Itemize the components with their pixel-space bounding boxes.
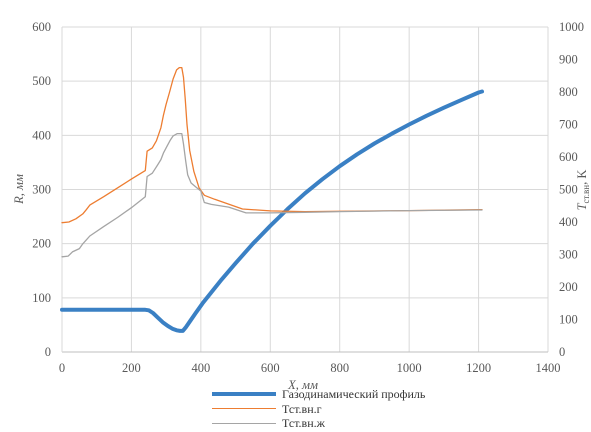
legend-label-profile: Газодинамический профиль (282, 387, 426, 401)
x-tick-label: 1200 (466, 361, 491, 375)
y2-tick-label: 400 (559, 215, 578, 229)
legend-swatch-profile (212, 392, 276, 397)
y-axis-label: R, мм (12, 174, 26, 205)
x-tick-label: 600 (261, 361, 280, 375)
x-tick-label: 400 (191, 361, 210, 375)
y2-tick-label: 200 (559, 280, 578, 294)
y2-tick-label: 600 (559, 150, 578, 164)
legend-item-tst-zh: Тст.вн.ж (212, 416, 572, 431)
y2-tick-label: 900 (559, 53, 578, 67)
y-tick-label: 300 (32, 183, 51, 197)
legend-swatch-tst-zh (212, 422, 276, 424)
legend-label-tst-g: Тст.вн.г (282, 401, 322, 416)
y-tick-label: 400 (32, 128, 51, 142)
x-tick-label: 0 (59, 361, 65, 375)
x-tick-label: 1000 (397, 361, 422, 375)
y-tick-label: 500 (32, 74, 51, 88)
axes (61, 27, 548, 353)
y2-tick-label: 700 (559, 118, 578, 132)
legend-item-tst-g: Тст.вн.г (212, 402, 572, 417)
series-lines (60, 66, 484, 333)
legend-item-profile: Газодинамический профиль (212, 387, 572, 402)
y2-axis-label: Tст.вн, K (575, 170, 591, 211)
y-tick-label: 0 (45, 345, 51, 359)
y-tick-label: 100 (32, 291, 51, 305)
y2-tick-label: 100 (559, 313, 578, 327)
y2-tick-label: 1000 (559, 20, 584, 34)
y2-tick-label: 500 (559, 183, 578, 197)
y2-tick-label: 800 (559, 85, 578, 99)
series-line-1 (61, 66, 483, 224)
y2-tick-label: 0 (559, 345, 565, 359)
series-line-2 (61, 132, 483, 258)
gridlines (62, 26, 549, 352)
x-axis-label: X, мм (287, 378, 318, 392)
legend-swatch-tst-g (212, 408, 276, 410)
y-tick-label: 600 (32, 20, 51, 34)
x-tick-label: 200 (122, 361, 141, 375)
y-tick-label: 200 (32, 237, 51, 251)
y2-tick-label: 300 (559, 248, 578, 262)
x-tick-label: 800 (330, 361, 349, 375)
tick-labels: 0 200 400 600 800 1000 1200 1400010020030040050… (32, 20, 584, 375)
series-line-0 (60, 89, 484, 333)
legend: Газодинамический профиль Тст.вн.г Тст.вн… (212, 387, 572, 431)
x-tick-label: 1400 (536, 361, 561, 375)
legend-label-tst-zh: Тст.вн.ж (282, 416, 325, 430)
